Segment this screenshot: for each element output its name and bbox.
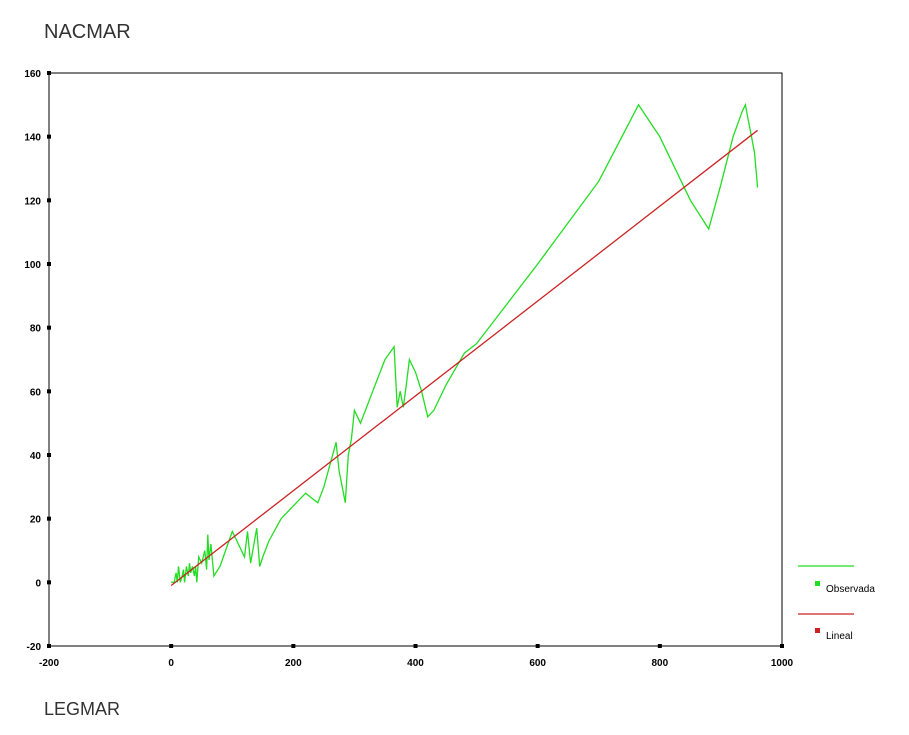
series-line-observada bbox=[171, 102, 759, 583]
y-tick-mark bbox=[47, 389, 51, 394]
x-tick-label: 400 bbox=[407, 658, 424, 669]
x-tick-label: 600 bbox=[529, 658, 546, 669]
plot-area-frame bbox=[48, 72, 783, 647]
y-tick-mark bbox=[47, 198, 51, 203]
y-tick-label: 120 bbox=[24, 196, 41, 207]
x-tick-mark bbox=[657, 644, 662, 648]
legend-label-observada: Observada bbox=[826, 584, 875, 595]
x-tick-label: 1000 bbox=[771, 658, 794, 669]
x-axis-title: LEGMAR bbox=[44, 699, 120, 719]
legend-item-observada: Observada bbox=[798, 565, 875, 595]
x-tick-mark bbox=[291, 644, 296, 648]
y-tick-mark bbox=[47, 580, 51, 585]
y-tick-mark bbox=[47, 134, 51, 139]
legend-item-lineal: Lineal bbox=[798, 613, 854, 642]
y-tick-label: -20 bbox=[27, 642, 42, 653]
y-tick-label: 20 bbox=[30, 515, 42, 526]
x-axis-ticks: -200 0 200 400 600 800 1000 bbox=[39, 644, 794, 669]
y-tick-mark bbox=[47, 325, 51, 330]
y-tick-label: 0 bbox=[35, 578, 41, 589]
x-tick-label: 800 bbox=[651, 658, 668, 669]
x-tick-label: 200 bbox=[285, 658, 302, 669]
y-tick-mark bbox=[47, 453, 51, 457]
legend-marker-lineal bbox=[815, 628, 820, 633]
legend-label-lineal: Lineal bbox=[826, 631, 853, 642]
x-tick-label: 0 bbox=[168, 658, 174, 669]
y-tick-mark bbox=[47, 71, 51, 75]
legend: Observada Lineal bbox=[798, 565, 875, 642]
y-tick-label: 80 bbox=[30, 324, 42, 335]
y-tick-label: 100 bbox=[24, 260, 41, 271]
legend-marker-observada bbox=[815, 581, 820, 586]
y-tick-label: 140 bbox=[24, 133, 41, 144]
y-tick-label: 40 bbox=[30, 451, 42, 462]
x-tick-mark bbox=[169, 644, 174, 648]
y-tick-label: 160 bbox=[24, 69, 41, 80]
x-tick-mark bbox=[780, 644, 784, 648]
x-tick-mark bbox=[413, 644, 418, 648]
x-tick-mark bbox=[535, 644, 540, 648]
y-tick-mark bbox=[47, 516, 51, 521]
y-tick-mark bbox=[47, 644, 51, 648]
y-tick-label: 60 bbox=[30, 387, 42, 398]
x-tick-label: -200 bbox=[39, 658, 59, 669]
y-tick-mark bbox=[47, 262, 51, 266]
y-axis-ticks: -20 0 20 40 60 80 100 120 140 160 bbox=[24, 69, 51, 653]
series-layer bbox=[170, 102, 759, 587]
y-axis-title: NACMAR bbox=[44, 21, 131, 43]
series-line-lineal bbox=[170, 129, 758, 587]
